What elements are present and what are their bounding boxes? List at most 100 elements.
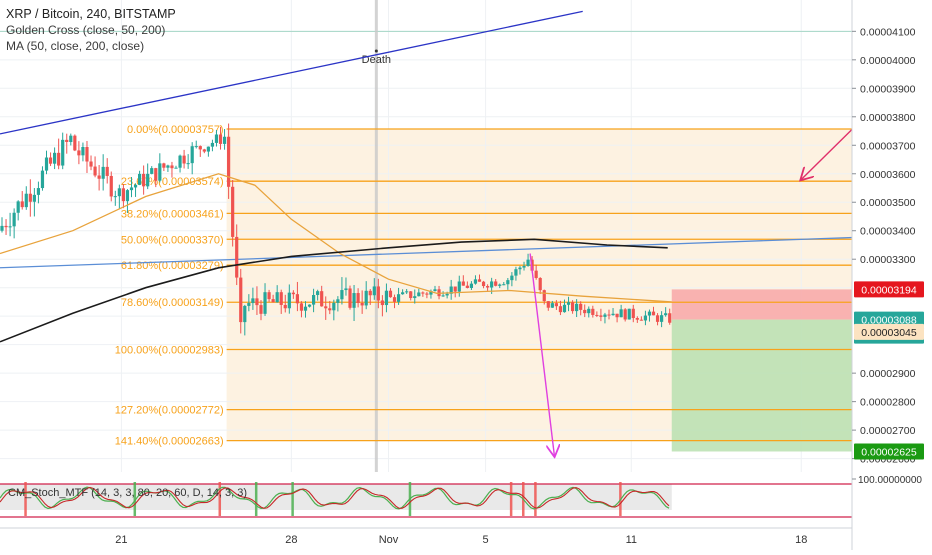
symbol-title[interactable]: XRP / Bitcoin, 240, BITSTAMP bbox=[6, 7, 176, 21]
stochastic-scale-label: 100.00000000 bbox=[858, 475, 922, 486]
indicator-golden-cross[interactable]: Golden Cross (close, 50, 200) bbox=[6, 23, 166, 37]
death-cross-marker bbox=[374, 49, 378, 53]
candle-body bbox=[356, 293, 360, 304]
candle-body bbox=[494, 281, 498, 286]
candle-body bbox=[550, 303, 554, 308]
candlestick-series bbox=[0, 123, 672, 336]
candle-body bbox=[101, 166, 105, 179]
candle-body bbox=[182, 155, 186, 164]
candle-body bbox=[441, 295, 445, 297]
candle-body bbox=[453, 286, 457, 292]
candle-body bbox=[279, 292, 283, 305]
candle-body bbox=[202, 149, 206, 152]
candle-body bbox=[303, 306, 308, 311]
candle-body bbox=[607, 314, 611, 316]
candle-body bbox=[311, 295, 316, 305]
magenta-arrow bbox=[529, 253, 554, 456]
candle-body bbox=[247, 303, 251, 306]
candle-body bbox=[668, 313, 672, 323]
candle-body bbox=[425, 293, 429, 295]
candle-body bbox=[481, 281, 486, 287]
candle-body bbox=[109, 175, 113, 197]
candle-body bbox=[40, 170, 45, 189]
candle-body bbox=[579, 303, 583, 310]
price-tick-label: 0.00002700 bbox=[860, 425, 916, 437]
candle-body bbox=[162, 163, 166, 168]
candle-body bbox=[166, 165, 170, 168]
upper-channel-trendline bbox=[0, 10, 583, 135]
candle-body bbox=[271, 299, 275, 303]
candle-body bbox=[283, 304, 287, 309]
candle-body bbox=[4, 225, 8, 228]
price-tick-label: 0.00002800 bbox=[860, 397, 916, 409]
candle-body bbox=[16, 201, 20, 213]
candle-body bbox=[93, 166, 97, 176]
price-badge-label: 0.00003088 bbox=[861, 315, 917, 327]
candle-body bbox=[401, 292, 405, 295]
price-badge bbox=[854, 281, 924, 298]
ma50-line bbox=[0, 173, 672, 303]
candle-body bbox=[631, 308, 635, 319]
candle-body bbox=[20, 201, 24, 208]
candle-body bbox=[299, 303, 304, 311]
indicator-ma[interactable]: MA (50, close, 200, close) bbox=[6, 39, 145, 53]
candle-body bbox=[121, 188, 125, 202]
candle-body bbox=[222, 136, 227, 144]
candle-body bbox=[129, 187, 134, 191]
candle-body bbox=[392, 297, 397, 302]
price-tick-label: 0.00003800 bbox=[860, 112, 916, 124]
candle-body bbox=[554, 303, 558, 307]
price-badge-label: 0.00003194 bbox=[861, 284, 917, 296]
stochastic-band bbox=[0, 484, 672, 510]
candle-body bbox=[137, 173, 142, 185]
candle-body bbox=[364, 290, 368, 306]
candle-body bbox=[150, 168, 154, 174]
candle-body bbox=[275, 292, 279, 303]
price-badge bbox=[854, 443, 924, 460]
candle-body bbox=[388, 290, 393, 298]
candle-body bbox=[643, 315, 648, 321]
price-tick-label: 0.00003600 bbox=[860, 169, 916, 181]
stochastic-legend: CM_Stoch_MTF (14, 3, 3, 80, 20, 60, D, 1… bbox=[8, 487, 247, 499]
candle-body bbox=[660, 315, 664, 322]
stochastic-d-line bbox=[0, 486, 670, 509]
candle-body bbox=[647, 311, 652, 316]
stochastic-signal-bar bbox=[133, 482, 137, 516]
candle-body bbox=[372, 286, 376, 296]
stochastic-signal-bar bbox=[24, 482, 27, 516]
candle-body bbox=[239, 277, 243, 323]
candle-body bbox=[510, 275, 514, 281]
candle-body bbox=[352, 293, 356, 308]
candle-body bbox=[255, 298, 259, 306]
candle-body bbox=[243, 305, 247, 323]
candle-body bbox=[328, 308, 332, 311]
death-cross-label: Death bbox=[362, 54, 391, 66]
fib-level-label: 78.60%(0.00003149) bbox=[121, 297, 224, 309]
candle-body bbox=[174, 167, 178, 169]
candle-body bbox=[133, 184, 138, 188]
candle-body bbox=[498, 284, 502, 286]
stochastic-k-line bbox=[0, 486, 670, 510]
candle-body bbox=[635, 318, 639, 320]
candle-body bbox=[206, 146, 210, 152]
candle-body bbox=[170, 165, 174, 169]
candle-body bbox=[97, 175, 101, 179]
candle-body bbox=[85, 147, 89, 162]
price-tick-label: 0.00003400 bbox=[860, 226, 916, 238]
price-tick-label: 0.00002900 bbox=[860, 368, 916, 380]
candle-body bbox=[0, 225, 4, 231]
fib-level-label: 0.00%(0.00003757) bbox=[127, 124, 224, 136]
candle-body bbox=[73, 135, 77, 151]
candle-body bbox=[477, 279, 482, 282]
price-badge bbox=[854, 323, 924, 340]
candle-body bbox=[405, 291, 409, 293]
price-tick-label: 0.00003900 bbox=[860, 83, 916, 95]
price-badge-label: 0.00003045 bbox=[861, 327, 917, 339]
candle-body bbox=[591, 308, 595, 315]
candle-body bbox=[486, 286, 490, 288]
candle-body bbox=[465, 285, 469, 288]
candle-body bbox=[575, 303, 579, 312]
candle-body bbox=[655, 315, 660, 322]
